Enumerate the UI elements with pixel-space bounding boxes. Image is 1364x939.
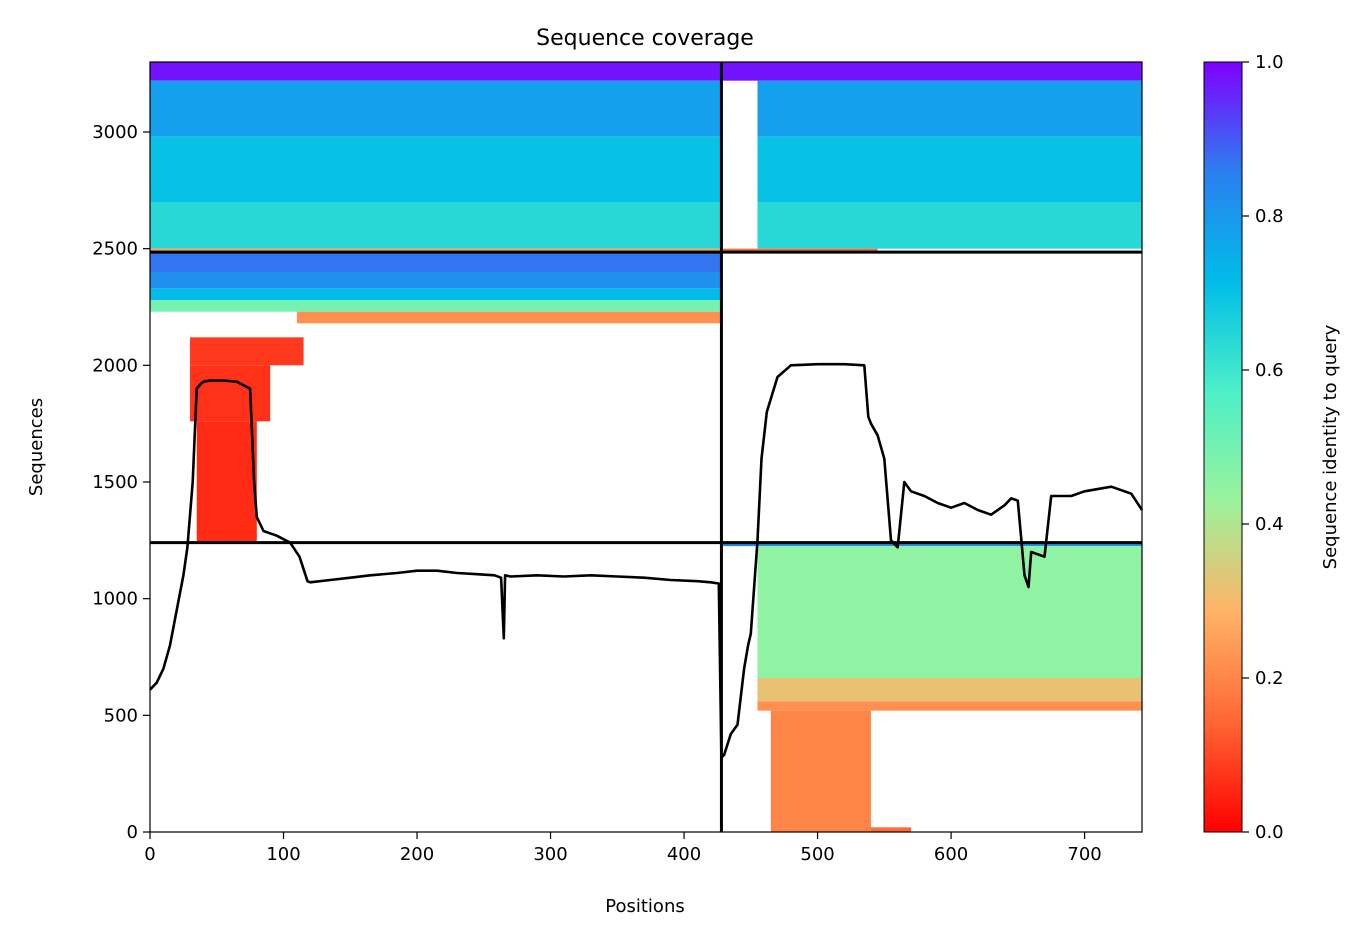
colorbar-label: Sequence identity to query	[1320, 324, 1341, 569]
coverage-block	[190, 337, 304, 366]
y-axis-label: Sequences	[26, 398, 47, 496]
colorbar-tick-label: 0.0	[1255, 822, 1284, 843]
colorbar: 0.0 0.2 0.4 0.6 0.8 1.0 Sequence identity to …	[1203, 52, 1341, 843]
coverage-block	[296, 311, 722, 324]
coverage-block	[757, 678, 1142, 702]
coverage-block	[757, 80, 1142, 137]
coverage-block	[150, 62, 722, 81]
coverage-block	[196, 421, 257, 543]
colorbar-tick-label: 0.4	[1255, 514, 1284, 535]
y-tick-label: 1000	[92, 589, 138, 610]
x-tick-label: 100	[266, 844, 300, 865]
x-tick-label: 200	[400, 844, 434, 865]
coverage-block	[150, 202, 722, 249]
y-tick-label: 0	[127, 822, 138, 843]
plot-frame	[149, 61, 1143, 833]
coverage-block	[150, 288, 722, 300]
coverage-block	[150, 80, 722, 137]
y-tick-label: 500	[104, 705, 138, 726]
coverage-block	[870, 827, 912, 832]
y-tick-label: 2000	[92, 355, 138, 376]
colorbar-tick-label: 0.8	[1255, 206, 1284, 227]
coverage-block	[150, 300, 722, 312]
coverage-block	[770, 710, 871, 832]
coverage-series	[149, 362, 1144, 759]
coverage-line	[149, 362, 1144, 759]
coverage-block	[757, 701, 1142, 711]
coverage-block	[721, 542, 1142, 547]
y-tick-label: 1500	[92, 472, 138, 493]
colorbar-tick-label: 0.6	[1255, 360, 1284, 381]
colorbar-ticks: 0.0 0.2 0.4 0.6 0.8 1.0	[1242, 52, 1284, 843]
coverage-block	[757, 136, 1142, 202]
x-axis-label: Positions	[605, 896, 684, 917]
colorbar-tick-label: 1.0	[1255, 52, 1284, 73]
coverage-block	[757, 546, 1142, 678]
coverage-heatmap	[150, 62, 1142, 832]
coverage-block	[150, 136, 722, 202]
x-tick-label: 300	[533, 844, 567, 865]
colorbar-tick-label: 0.2	[1255, 668, 1284, 689]
coverage-block	[721, 62, 1142, 81]
x-axis: 0 100 200 300 400 500 600 700	[144, 832, 1102, 865]
coverage-block	[150, 248, 722, 253]
y-tick-label: 3000	[92, 122, 138, 143]
coverage-block	[757, 202, 1142, 249]
x-tick-label: 600	[934, 844, 968, 865]
x-tick-label: 400	[667, 844, 701, 865]
coverage-block	[150, 272, 722, 289]
colorbar-scale	[1203, 61, 1243, 833]
x-tick-label: 500	[800, 844, 834, 865]
x-tick-label: 0	[144, 844, 155, 865]
coverage-block	[721, 248, 878, 253]
coverage-block	[150, 252, 722, 272]
x-tick-label: 700	[1067, 844, 1101, 865]
chart-title: Sequence coverage	[536, 26, 754, 51]
y-tick-label: 2500	[92, 239, 138, 260]
y-axis: 0 500 1000 1500 2000 2500 3000	[92, 122, 150, 843]
coverage-block	[190, 365, 271, 422]
